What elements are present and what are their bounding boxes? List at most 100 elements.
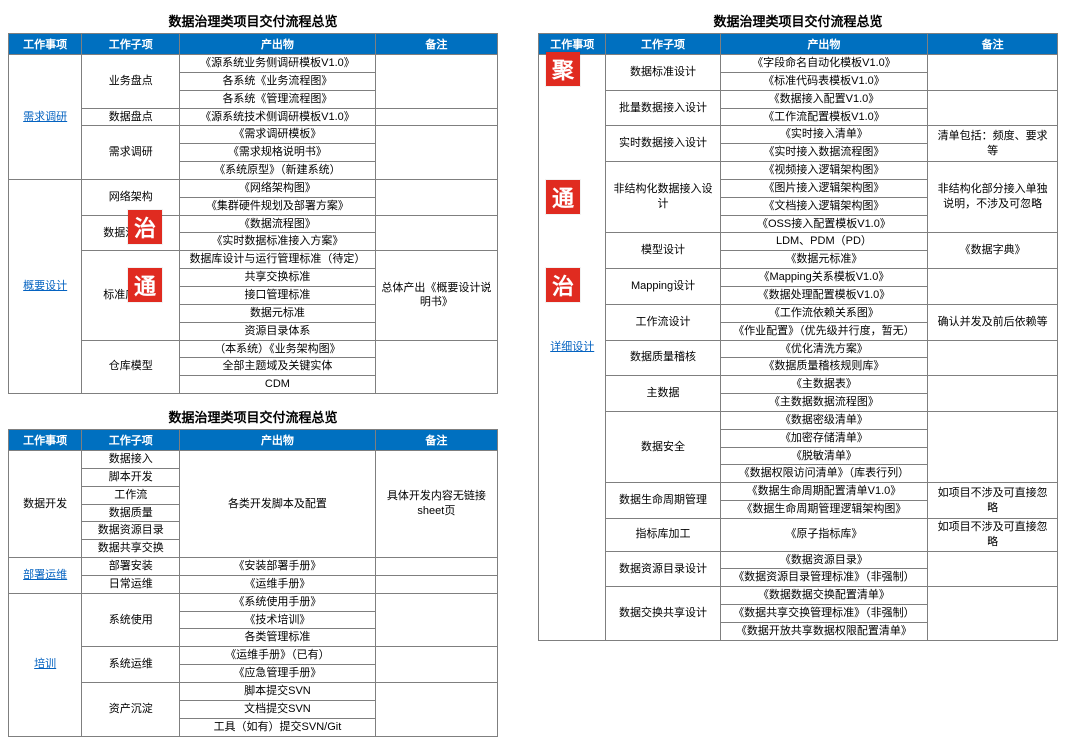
output-cell: 资源目录体系	[180, 322, 376, 340]
output-cell: 《技术培训》	[180, 611, 376, 629]
category-cell[interactable]: 需求调研	[9, 55, 82, 180]
output-cell: 《工作流配置模板V1.0》	[720, 108, 928, 126]
subitem-cell: 数据质量稽核	[606, 340, 720, 376]
output-cell: 《数据共享交换管理标准》（非强制）	[720, 605, 928, 623]
output-cell: 《数据生命周期配置清单V1.0》	[720, 483, 928, 501]
subitem-cell: 系统运维	[82, 647, 180, 683]
output-cell: 数据元标准	[180, 304, 376, 322]
note-cell	[928, 269, 1058, 305]
output-cell: 《实时接入清单》	[720, 126, 928, 144]
output-cell: 《图片接入逻辑架构图》	[720, 179, 928, 197]
note-cell: 非结构化部分接入单独说明，不涉及可忽略	[928, 162, 1058, 233]
category-cell[interactable]: 培训	[9, 593, 82, 736]
output-cell: 文档提交SVN	[180, 700, 376, 718]
note-cell	[928, 55, 1058, 91]
output-cell: 《应急管理手册》	[180, 665, 376, 683]
output-cell: 《视频接入逻辑架构图》	[720, 162, 928, 180]
output-cell: 《数据生命周期管理逻辑架构图》	[720, 501, 928, 519]
output-cell: CDM	[180, 376, 376, 394]
output-cell: 《主数据数据流程图》	[720, 394, 928, 412]
subitem-cell: 数据质量	[82, 504, 180, 522]
col-header: 产出物	[720, 34, 928, 55]
note-cell	[928, 90, 1058, 126]
output-cell: LDM、PDM（PD）	[720, 233, 928, 251]
output-cell: 各系统《管理流程图》	[180, 90, 376, 108]
output-cell: 《安装部署手册》	[180, 558, 376, 576]
note-cell	[928, 587, 1058, 641]
subitem-cell: 部署安装	[82, 558, 180, 576]
output-cell: 《数据元标准》	[720, 251, 928, 269]
output-cell: （本系统）《业务架构图》	[180, 340, 376, 358]
note-cell: 清单包括：频度、要求等	[928, 126, 1058, 162]
subitem-cell: 主数据	[606, 376, 720, 412]
subitem-cell: 日常运维	[82, 575, 180, 593]
subitem-cell: Mapping设计	[606, 269, 720, 305]
output-cell: 《源系统技术侧调研模板V1.0》	[180, 108, 376, 126]
subitem-cell: 数据资源目录	[82, 522, 180, 540]
subitem-cell: 数据接入	[82, 451, 180, 469]
output-cell: 《数据数据交换配置清单》	[720, 587, 928, 605]
output-cell: 《需求调研模板》	[180, 126, 376, 144]
output-cell: 《字段命名自动化模板V1.0》	[720, 55, 928, 73]
left-column: 数据治理类项目交付流程总览工作事项工作子项产出物备注需求调研业务盘点《源系统业务…	[8, 8, 498, 737]
output-cell: 各系统《业务流程图》	[180, 72, 376, 90]
stamp-通: 通	[128, 268, 162, 302]
stamp-治: 治	[546, 268, 580, 302]
note-cell: 确认并发及前后依赖等	[928, 304, 1058, 340]
category-cell[interactable]: 详细设计	[539, 55, 606, 641]
subitem-cell: 工作流设计	[606, 304, 720, 340]
output-cell: 《运维手册》（已有）	[180, 647, 376, 665]
stamp-治: 治	[128, 210, 162, 244]
note-cell: 如项目不涉及可直接忽略	[928, 483, 1058, 519]
subitem-cell: 数据资源目录设计	[606, 551, 720, 587]
note-cell	[375, 55, 497, 109]
output-cell: 《运维手册》	[180, 575, 376, 593]
subitem-cell: 需求调研	[82, 126, 180, 180]
output-cell: 《标准代码表模板V1.0》	[720, 72, 928, 90]
note-cell	[375, 126, 497, 180]
output-cell: 《数据资源目录》	[720, 551, 928, 569]
output-cell: 《工作流依赖关系图》	[720, 304, 928, 322]
col-header: 备注	[375, 430, 497, 451]
category-cell: 数据开发	[9, 451, 82, 558]
subitem-cell: 指标库加工	[606, 518, 720, 551]
output-cell: 《数据流程图》	[180, 215, 376, 233]
subitem-cell: 脚本开发	[82, 468, 180, 486]
output-cell: 脚本提交SVN	[180, 683, 376, 701]
table-title: 数据治理类项目交付流程总览	[8, 404, 498, 429]
subitem-cell: 数据生命周期管理	[606, 483, 720, 519]
output-cell: 《系统使用手册》	[180, 593, 376, 611]
stamp-聚: 聚	[546, 52, 580, 86]
right-column: 数据治理类项目交付流程总览工作事项工作子项产出物备注详细设计数据标准设计《字段命…	[538, 8, 1058, 737]
note-cell	[928, 411, 1058, 482]
subitem-cell: 工作流	[82, 486, 180, 504]
output-cell: 《优化清洗方案》	[720, 340, 928, 358]
output-cell: 《OSS接入配置模板V1.0》	[720, 215, 928, 233]
note-cell	[375, 215, 497, 251]
note-cell: 如项目不涉及可直接忽略	[928, 518, 1058, 551]
subitem-cell: 数据交换共享设计	[606, 587, 720, 641]
output-cell: 《数据权限访问清单》（库表行列）	[720, 465, 928, 483]
output-cell: 共享交换标准	[180, 269, 376, 287]
output-cell: 《作业配置》（优先级并行度，暂无）	[720, 322, 928, 340]
col-header: 产出物	[180, 34, 376, 55]
output-cell: 《Mapping关系模板V1.0》	[720, 269, 928, 287]
stamp-通: 通	[546, 180, 580, 214]
subitem-cell: 实时数据接入设计	[606, 126, 720, 162]
output-cell: 《数据接入配置V1.0》	[720, 90, 928, 108]
note-cell	[375, 179, 497, 215]
output-cell: 《集群硬件规划及部署方案》	[180, 197, 376, 215]
output-cell: 《实时数据标准接入方案》	[180, 233, 376, 251]
note-cell	[928, 551, 1058, 587]
output-cell: 全部主题域及关键实体	[180, 358, 376, 376]
category-cell[interactable]: 部署运维	[9, 558, 82, 594]
note-cell	[375, 647, 497, 683]
output-cell: 《脱敏清单》	[720, 447, 928, 465]
output-cell: 《主数据表》	[720, 376, 928, 394]
subitem-cell: 数据共享交换	[82, 540, 180, 558]
note-cell	[375, 340, 497, 394]
output-cell: 《原子指标库》	[720, 518, 928, 551]
category-cell[interactable]: 概要设计	[9, 179, 82, 393]
subitem-cell: 业务盘点	[82, 55, 180, 109]
note-cell	[375, 108, 497, 126]
